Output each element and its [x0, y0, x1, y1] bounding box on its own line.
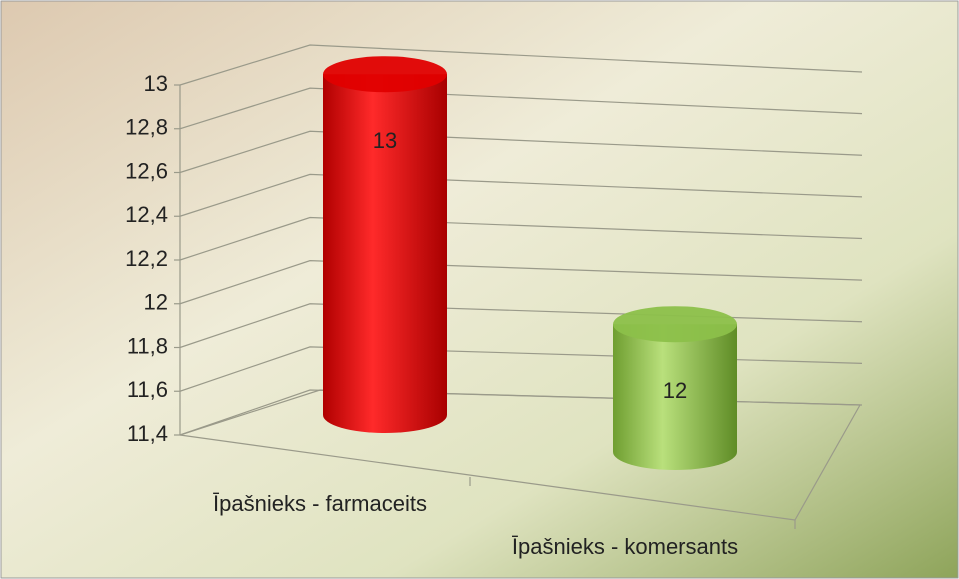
- cylinder: [613, 324, 737, 470]
- cylinder: [323, 74, 447, 433]
- y-tick-label: 11,6: [127, 377, 168, 402]
- y-tick-label: 12,6: [125, 158, 168, 183]
- grid-line: [179, 173, 863, 217]
- y-tick-label: 11,8: [127, 333, 168, 358]
- y-tick-label: 12,4: [125, 202, 168, 227]
- y-tick-label: 12,2: [125, 246, 168, 271]
- y-tick-label: 11,4: [127, 421, 168, 446]
- cylinder-top: [613, 306, 737, 343]
- grid-line: [179, 216, 863, 261]
- marks: [323, 56, 737, 470]
- x-tick-label: Īpašnieks - farmaceits: [213, 491, 427, 516]
- y-tick-label: 12: [144, 290, 168, 315]
- floor-front: [179, 434, 796, 521]
- x-tick-label: Īpašnieks - komersants: [512, 534, 738, 559]
- grid-line: [179, 44, 863, 86]
- value-label: 12: [663, 378, 687, 403]
- y-tick-label: 13: [144, 71, 168, 96]
- grid-line: [179, 260, 863, 305]
- grid-line: [179, 87, 863, 130]
- y-tick-label: 12,8: [125, 115, 168, 140]
- grid-line: [179, 130, 863, 174]
- floor-right: [794, 404, 861, 521]
- cylinder-top: [323, 56, 447, 93]
- value-label: 13: [373, 128, 397, 153]
